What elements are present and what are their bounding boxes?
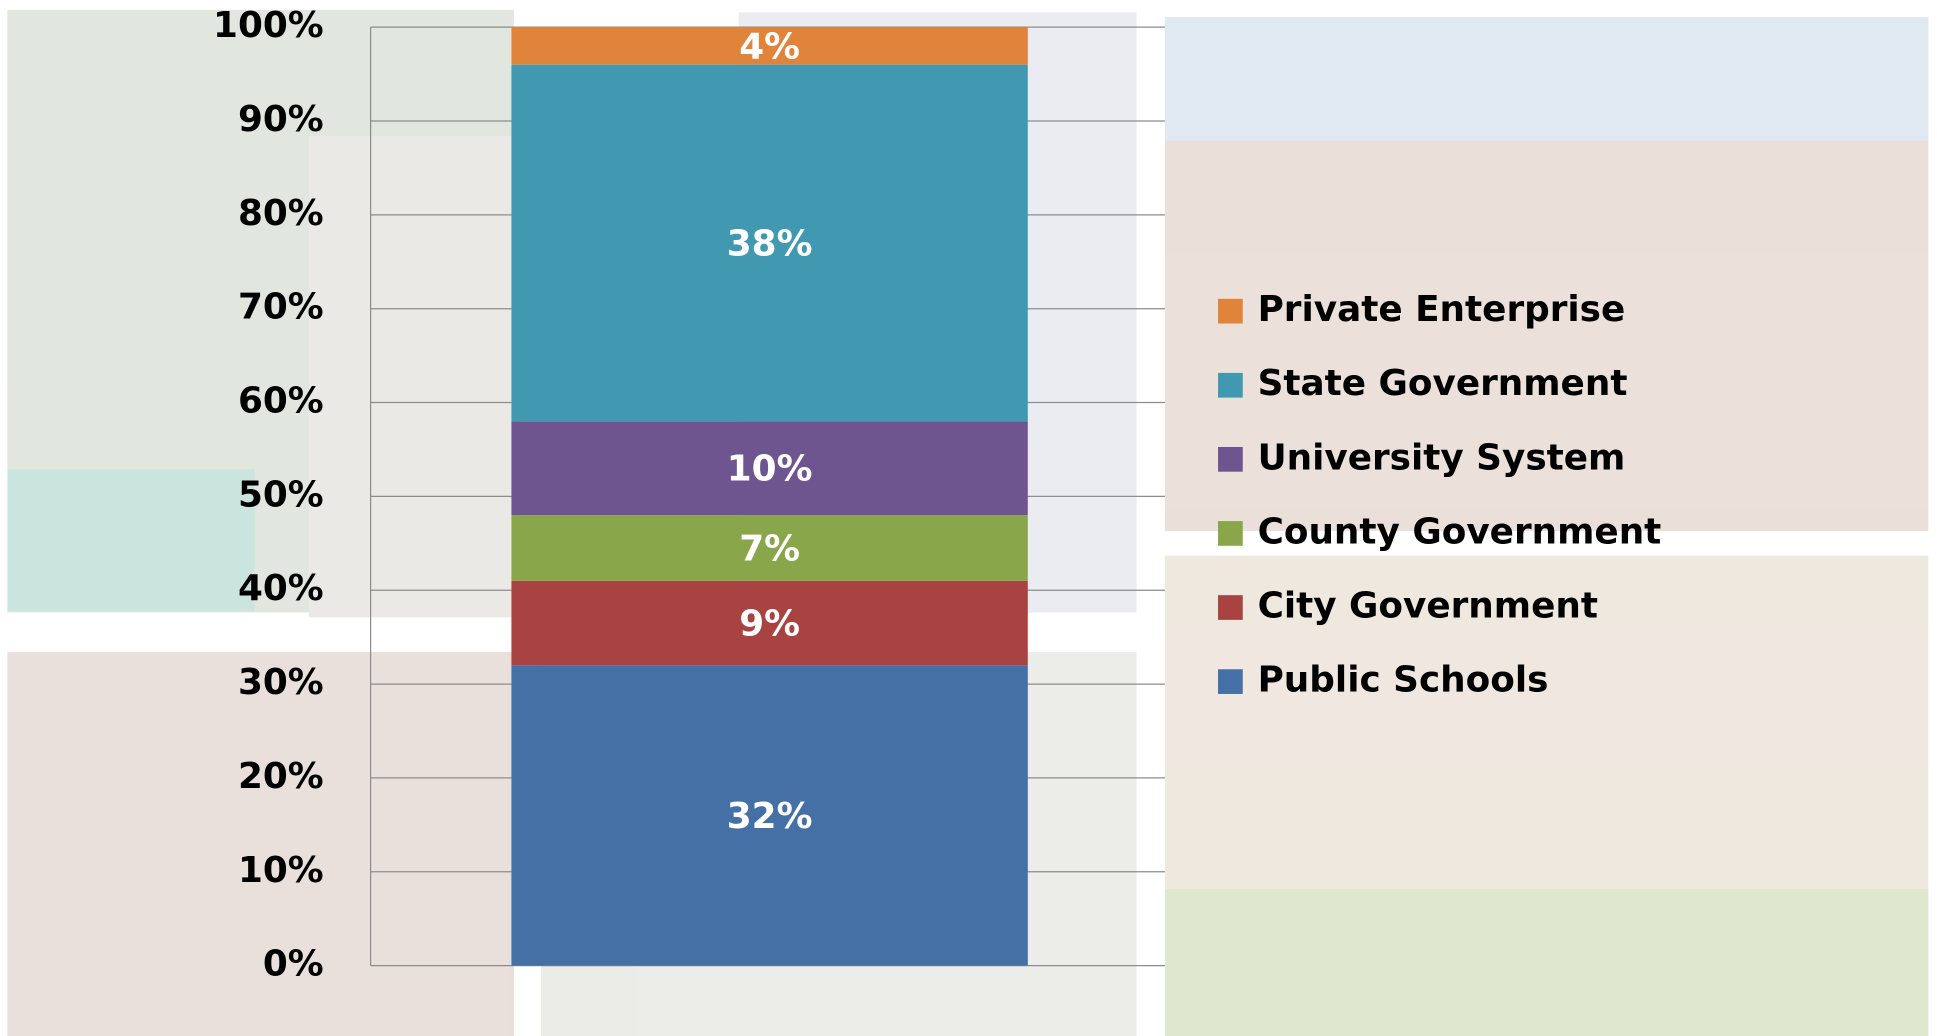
bars: 32% 9% 7% 10% 38% 4%	[511, 26, 1028, 966]
y-tick-label: 90%	[238, 99, 324, 140]
legend-label: City Government	[1258, 586, 1598, 627]
data-label: 10%	[727, 449, 813, 490]
bar-segment	[511, 64, 1028, 422]
legend: Public Schools City Government County Gove…	[1218, 289, 1662, 701]
photo-mansion	[7, 651, 514, 1036]
legend-swatch	[1218, 298, 1243, 324]
y-tick-label: 100%	[213, 5, 324, 46]
y-tick-label: 70%	[238, 287, 324, 328]
data-label: 4%	[739, 26, 800, 67]
legend-swatch	[1218, 595, 1243, 620]
photo-pond	[7, 469, 255, 612]
y-tick-label: 40%	[238, 568, 324, 609]
bar-segment	[511, 515, 1028, 581]
legend-swatch	[1218, 446, 1243, 472]
photo-sky	[1164, 17, 1929, 141]
legend-label: Public Schools	[1258, 660, 1549, 701]
legend-label: County Government	[1258, 511, 1662, 552]
data-label: 38%	[727, 223, 813, 264]
bar-segment	[511, 27, 1028, 65]
data-label: 9%	[739, 604, 800, 645]
y-tick-label: 60%	[238, 381, 324, 422]
y-tick-label: 50%	[238, 474, 324, 515]
legend-label: State Government	[1258, 363, 1628, 404]
bar-segment	[511, 580, 1028, 666]
bar-segment	[511, 421, 1028, 516]
y-tick-label: 30%	[238, 662, 324, 703]
photo-lawn	[1164, 889, 1929, 1036]
tick-labels: 0% 10% 20% 30% 40% 50% 60% 70% 80% 90% 100%	[213, 5, 324, 984]
legend-swatch	[1218, 669, 1243, 694]
data-label: 7%	[739, 528, 800, 569]
legend-label: Private Enterprise	[1258, 289, 1626, 330]
data-label: 32%	[727, 796, 813, 837]
legend-swatch	[1218, 372, 1243, 398]
y-tick-label: 20%	[238, 756, 324, 797]
y-tick-label: 0%	[263, 944, 324, 985]
legend-label: University System	[1258, 437, 1626, 478]
bar-segment	[511, 665, 1028, 966]
legend-swatch	[1218, 521, 1243, 546]
photo-rock	[308, 135, 519, 618]
y-tick-label: 10%	[238, 850, 324, 891]
y-tick-label: 80%	[238, 193, 324, 234]
